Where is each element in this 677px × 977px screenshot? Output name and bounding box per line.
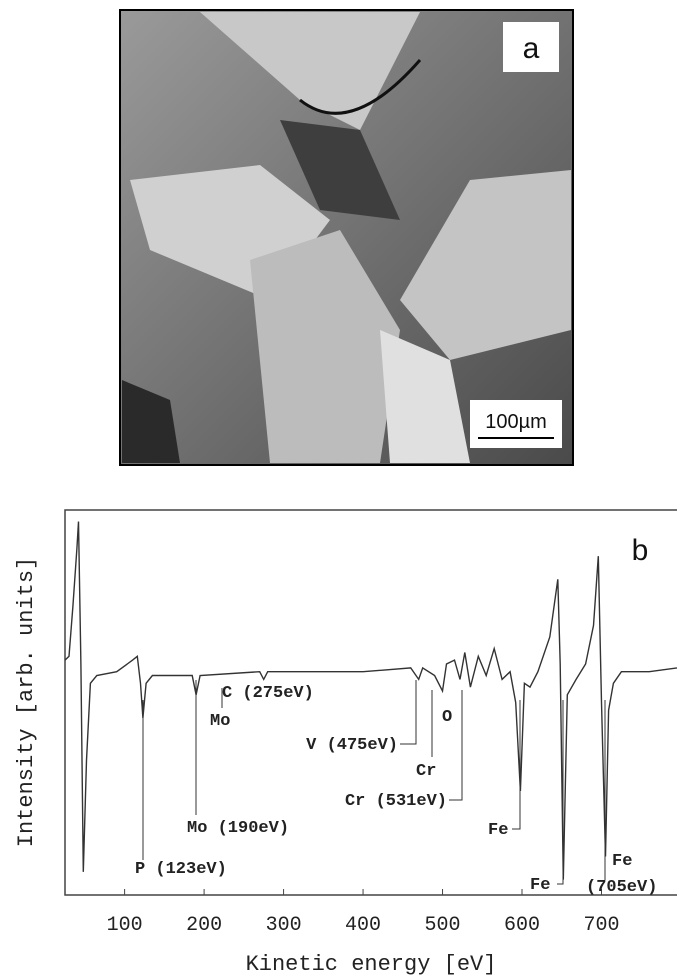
x-tick-label: 600 — [504, 914, 540, 937]
annotation-leader — [512, 700, 521, 830]
x-tick-label: 100 — [107, 914, 143, 937]
annotation: O — [442, 708, 452, 727]
scale-bar-label: 100µm — [485, 411, 547, 433]
annotation: C (275eV) — [222, 684, 314, 703]
x-tick-label: 700 — [583, 914, 619, 937]
x-tick-label: 400 — [345, 914, 381, 937]
annotation: Cr — [416, 762, 436, 781]
annotation-leader — [400, 680, 417, 745]
annotation: V (475eV) — [306, 736, 398, 755]
annotation: Mo — [210, 712, 230, 731]
annotation: P (123eV) — [135, 860, 227, 879]
frame — [64, 509, 677, 896]
x-tick-label: 300 — [266, 914, 302, 937]
annotation: Fe — [612, 852, 632, 871]
annotation-leader — [449, 690, 463, 801]
x-tick-label: 200 — [186, 914, 222, 937]
x-axis-label: Kinetic energy [eV] — [246, 952, 497, 977]
y-axis-label: Intensity [arb. units] — [14, 557, 39, 847]
panel-label: a — [523, 32, 540, 65]
spectrum-line — [64, 521, 677, 880]
annotation-leader — [557, 700, 564, 885]
panel-label: b — [632, 534, 649, 567]
annotation: Fe — [488, 821, 508, 840]
annotation: (705eV) — [586, 878, 657, 897]
annotation: Fe — [530, 876, 550, 895]
sem-image: a 100µm — [119, 9, 574, 466]
annotation: Cr (531eV) — [345, 792, 447, 811]
annotation: Mo (190eV) — [187, 819, 289, 838]
x-tick-label: 500 — [425, 914, 461, 937]
